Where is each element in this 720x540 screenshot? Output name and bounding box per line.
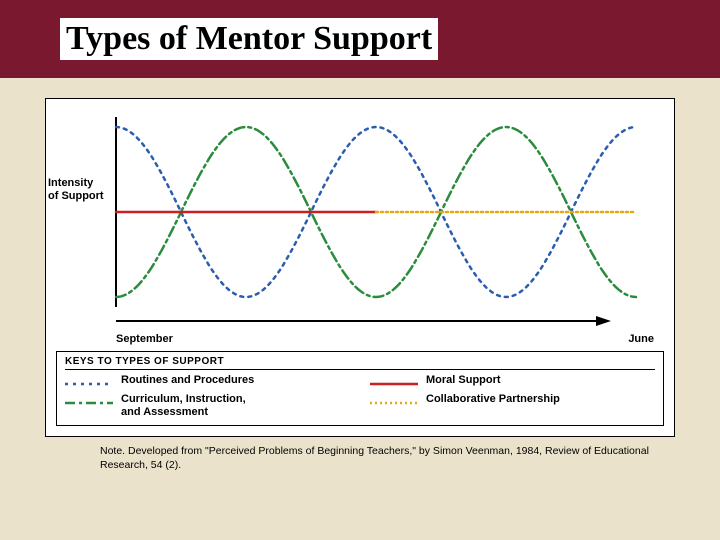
legend-swatch-collab <box>370 398 418 408</box>
legend-item-collab: Collaborative Partnership <box>370 393 655 419</box>
intensity-chart <box>56 107 656 331</box>
chart-panel: Intensityof Support September June KEYS … <box>45 98 675 437</box>
legend-swatch-routines <box>65 379 113 389</box>
legend-item-curriculum: Curriculum, Instruction,and Assessment <box>65 393 350 419</box>
title-bar: Types of Mentor Support <box>0 0 720 78</box>
legend-label-curriculum: Curriculum, Instruction,and Assessment <box>121 393 246 419</box>
legend-label-collab: Collaborative Partnership <box>426 393 560 406</box>
legend-title: KEYS TO TYPES OF SUPPORT <box>65 356 655 370</box>
legend-item-moral: Moral Support <box>370 374 655 389</box>
legend-item-routines: Routines and Procedures <box>65 374 350 389</box>
x-start-label: September <box>116 333 173 345</box>
legend-swatch-moral <box>370 379 418 389</box>
y-axis-label: Intensityof Support <box>48 177 108 202</box>
x-end-label: June <box>628 333 654 345</box>
legend: KEYS TO TYPES OF SUPPORT Routines and Pr… <box>56 351 664 426</box>
page-title: Types of Mentor Support <box>60 18 438 60</box>
legend-label-routines: Routines and Procedures <box>121 374 254 387</box>
source-note: Note. Developed from "Perceived Problems… <box>100 445 660 471</box>
legend-label-moral: Moral Support <box>426 374 501 387</box>
legend-swatch-curriculum <box>65 398 113 408</box>
legend-grid: Routines and Procedures Moral Support Curr… <box>65 374 655 419</box>
x-axis-labels: September June <box>116 333 654 345</box>
